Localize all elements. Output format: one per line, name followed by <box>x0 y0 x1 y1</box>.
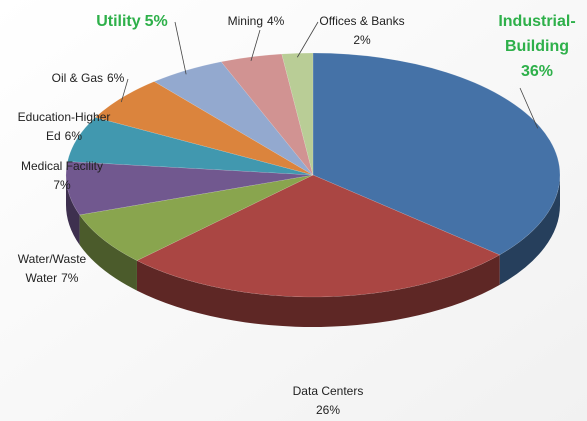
data-label: Oil & Gas 6% <box>52 71 125 85</box>
label-line: Utility <box>96 13 141 30</box>
pie-sides <box>66 175 560 327</box>
label-line: Oil & Gas <box>52 71 103 85</box>
data-label: Water/Waste Water 7% <box>18 252 87 285</box>
slice <box>281 52 314 176</box>
leader-line <box>519 87 539 129</box>
label-value: 7% <box>53 178 71 192</box>
data-label: Education-Higher Ed 6% <box>18 110 111 143</box>
slice <box>94 81 314 176</box>
slice-side <box>499 175 560 285</box>
label-category: Data Centers <box>293 384 364 398</box>
label-value: 5% <box>145 13 168 30</box>
label-line: Water <box>26 271 58 285</box>
label-category: Medical Facility <box>21 159 103 173</box>
label-value: 4% <box>267 14 285 28</box>
slice <box>153 61 314 176</box>
label-value: 6% <box>107 71 125 85</box>
data-labels: Industrial- Building 36% Data Centers 26% Wat… <box>18 13 576 417</box>
data-label: Mining 4% <box>228 14 285 28</box>
pie-tops <box>65 52 561 298</box>
data-label: Offices & Banks 2% <box>319 14 404 47</box>
label-category: Offices & Banks <box>319 14 404 28</box>
label-line: Ed <box>46 129 61 143</box>
label-line: Offices & Banks <box>319 14 404 28</box>
label-value: 26% <box>316 403 340 417</box>
leader-line <box>120 78 129 103</box>
slice <box>312 52 561 256</box>
label-category: Utility <box>96 13 141 30</box>
label-line: Water/Waste <box>18 252 87 266</box>
leader-line <box>174 21 187 75</box>
label-value: 2% <box>353 33 371 47</box>
label-category: Water/Waste Water <box>18 252 87 285</box>
slice <box>79 174 314 261</box>
label-category: Education-Higher Ed <box>18 110 111 143</box>
label-value: 6% <box>65 129 83 143</box>
label-line: Education-Higher <box>18 110 111 124</box>
slice <box>65 161 314 216</box>
label-line: Medical Facility <box>21 159 103 173</box>
label-value: 36% <box>521 63 553 80</box>
label-value: 7% <box>61 271 79 285</box>
label-category: Oil & Gas <box>52 71 103 85</box>
label-category: Industrial- Building <box>498 13 575 55</box>
slice-side <box>136 254 500 327</box>
label-line: Industrial- <box>498 13 575 30</box>
data-label: Industrial- Building 36% <box>498 13 575 80</box>
label-line: Building <box>505 38 569 55</box>
label-line: Data Centers <box>293 384 364 398</box>
slice <box>136 174 501 298</box>
data-label: Medical Facility 7% <box>21 159 103 192</box>
slice-side <box>66 175 80 245</box>
slice-side <box>79 214 137 291</box>
leader-line <box>250 29 261 62</box>
leader-line <box>296 21 319 58</box>
data-label: Utility 5% <box>96 13 168 30</box>
slice <box>220 53 314 176</box>
slice <box>67 117 314 176</box>
data-label: Data Centers 26% <box>293 384 364 417</box>
label-category: Mining <box>228 14 263 28</box>
label-line: Mining <box>228 14 263 28</box>
